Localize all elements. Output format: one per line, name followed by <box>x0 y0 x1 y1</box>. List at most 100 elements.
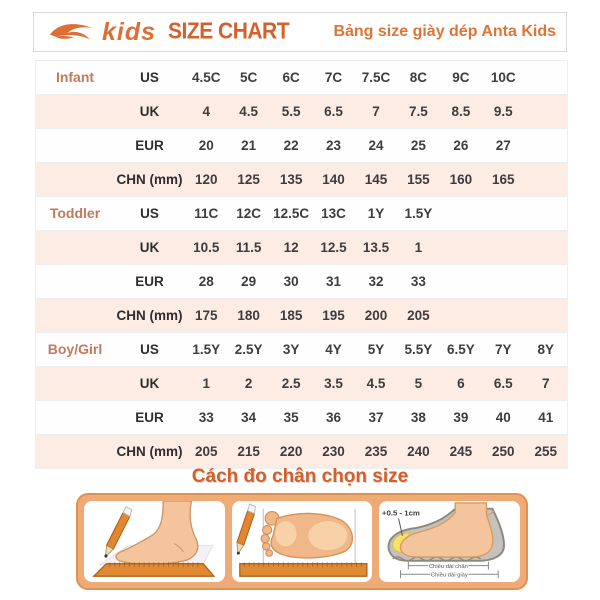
unit-label: UK <box>139 104 160 119</box>
brand-kids-label: kids <box>102 17 157 46</box>
size-value: 175 <box>194 308 218 323</box>
size-value: 8.5 <box>451 104 471 119</box>
age-group-label <box>36 401 114 434</box>
unit-label: US <box>140 342 159 357</box>
size-value: 30 <box>283 274 299 289</box>
size-value: 7.5 <box>409 104 428 119</box>
size-value: 5C <box>240 70 258 85</box>
size-value <box>440 299 482 332</box>
size-value: 11.5 <box>235 240 262 255</box>
unit-label: CHN (mm) <box>116 308 183 323</box>
size-value: 32 <box>368 274 384 289</box>
age-group-label <box>36 231 114 264</box>
brand-block: kids SIZE CHART <box>48 17 290 47</box>
anta-logo-icon <box>50 24 94 40</box>
unit-label: CHN (mm) <box>116 444 183 459</box>
size-value: 4.5 <box>239 104 259 119</box>
unit-label: UK <box>139 240 160 255</box>
size-value: 39 <box>453 410 469 425</box>
size-value: 13.5 <box>362 240 390 255</box>
size-value: 12.5C <box>273 206 310 221</box>
size-value: 1.5Y <box>192 342 221 357</box>
size-value: 1Y <box>367 206 385 221</box>
size-value <box>525 197 567 230</box>
size-value: 135 <box>279 172 303 187</box>
size-value: 12 <box>283 240 299 255</box>
measure-illustrations-box: +0.5 - 1cm Chiều dài chân Chiều dài giày <box>76 493 528 590</box>
size-value: 200 <box>364 308 388 323</box>
size-value: 6 <box>457 376 465 391</box>
age-group-label <box>36 163 114 196</box>
age-group-label: Infant <box>55 69 95 85</box>
size-value: 2 <box>244 376 253 391</box>
size-value <box>482 265 524 298</box>
size-value: 6C <box>282 70 300 85</box>
size-value: 7 <box>372 104 380 119</box>
size-value: 145 <box>364 172 388 187</box>
unit-label: EUR <box>135 138 164 153</box>
size-value: 140 <box>322 172 345 187</box>
size-row: UK 1 2 2.5 3.5 4.5 5 6 6.5 7 <box>36 367 567 401</box>
age-group-label <box>36 367 114 400</box>
age-group-label <box>36 129 114 162</box>
size-row: CHN (mm) 120 125 135 140 145 155 160 165 <box>36 163 567 197</box>
size-value: 38 <box>410 410 426 425</box>
size-value: 2.5Y <box>234 342 263 357</box>
size-value: 120 <box>194 172 218 187</box>
size-value: 6.5 <box>324 104 343 119</box>
size-value <box>440 197 482 230</box>
size-value: 2.5 <box>281 376 301 391</box>
size-value: 160 <box>449 172 473 187</box>
size-value: 7C <box>324 70 343 85</box>
size-value: 3.5 <box>324 376 343 391</box>
measure-section-title: Cách đo chân chọn size <box>191 466 409 487</box>
measure-step-shoe-fit: +0.5 - 1cm Chiều dài chân Chiều dài giày <box>379 501 521 582</box>
age-group-label <box>36 95 114 128</box>
size-value: 29 <box>241 274 257 289</box>
size-value: 25 <box>410 138 426 153</box>
foot-length-label: Chiều dài chân <box>429 564 468 570</box>
size-value <box>525 231 567 264</box>
size-value: 125 <box>237 172 260 187</box>
size-value <box>525 129 567 162</box>
size-value <box>440 231 482 264</box>
size-value: 4Y <box>325 342 342 357</box>
size-value: 35 <box>283 410 299 425</box>
measure-step-sole-view <box>231 501 373 582</box>
size-row: Infant US 4.5C 5C 6C 7C 7.5C 8C 9C 10C <box>36 61 567 95</box>
age-group-label <box>36 435 114 468</box>
size-row: Toddler US 11C 12C 12.5C 13C 1Y 1.5Y <box>36 197 567 231</box>
size-value: 34 <box>241 410 257 425</box>
size-chart-table: Infant US 4.5C 5C 6C 7C 7.5C 8C 9C 10C UK 4 4.5 5.5 6.… <box>35 60 568 469</box>
size-value: 6.5 <box>493 376 513 391</box>
unit-label: US <box>140 70 159 85</box>
size-value: 4.5 <box>366 376 386 391</box>
size-value: 180 <box>237 308 260 323</box>
size-value: 1.5Y <box>404 206 433 221</box>
size-value: 23 <box>326 138 342 153</box>
size-row: UK 10.5 11.5 12 12.5 13.5 1 <box>36 231 567 265</box>
shoe-length-label: Chiều dài giày <box>431 573 468 579</box>
size-value: 8Y <box>537 342 554 357</box>
size-value: 8C <box>409 70 428 85</box>
size-value: 37 <box>368 410 384 425</box>
age-group-label <box>36 265 114 298</box>
subtitle-block: Bảng size giày dép Anta Kids <box>333 23 556 41</box>
size-value: 195 <box>322 308 345 323</box>
age-group-label: Boy/Girl <box>47 341 103 357</box>
unit-label: EUR <box>135 410 164 425</box>
header-bar: kids SIZE CHART Bảng size giày dép Anta … <box>33 12 567 52</box>
size-value: 155 <box>407 172 430 187</box>
size-row: CHN (mm) 205 215 220 230 235 240 245 250 255 <box>36 435 567 469</box>
size-value: 5Y <box>367 342 385 357</box>
size-value: 31 <box>326 274 342 289</box>
size-value: 1 <box>414 240 423 255</box>
size-value <box>525 299 567 332</box>
size-value <box>482 231 524 264</box>
page-subtitle-vietnamese: Bảng size giày dép Anta Kids <box>333 23 556 40</box>
size-value: 7Y <box>495 342 512 357</box>
size-value: 220 <box>279 444 303 459</box>
size-value: 11C <box>194 206 219 221</box>
fit-allowance-label: +0.5 - 1cm <box>382 509 420 518</box>
size-value: 10C <box>490 70 516 85</box>
